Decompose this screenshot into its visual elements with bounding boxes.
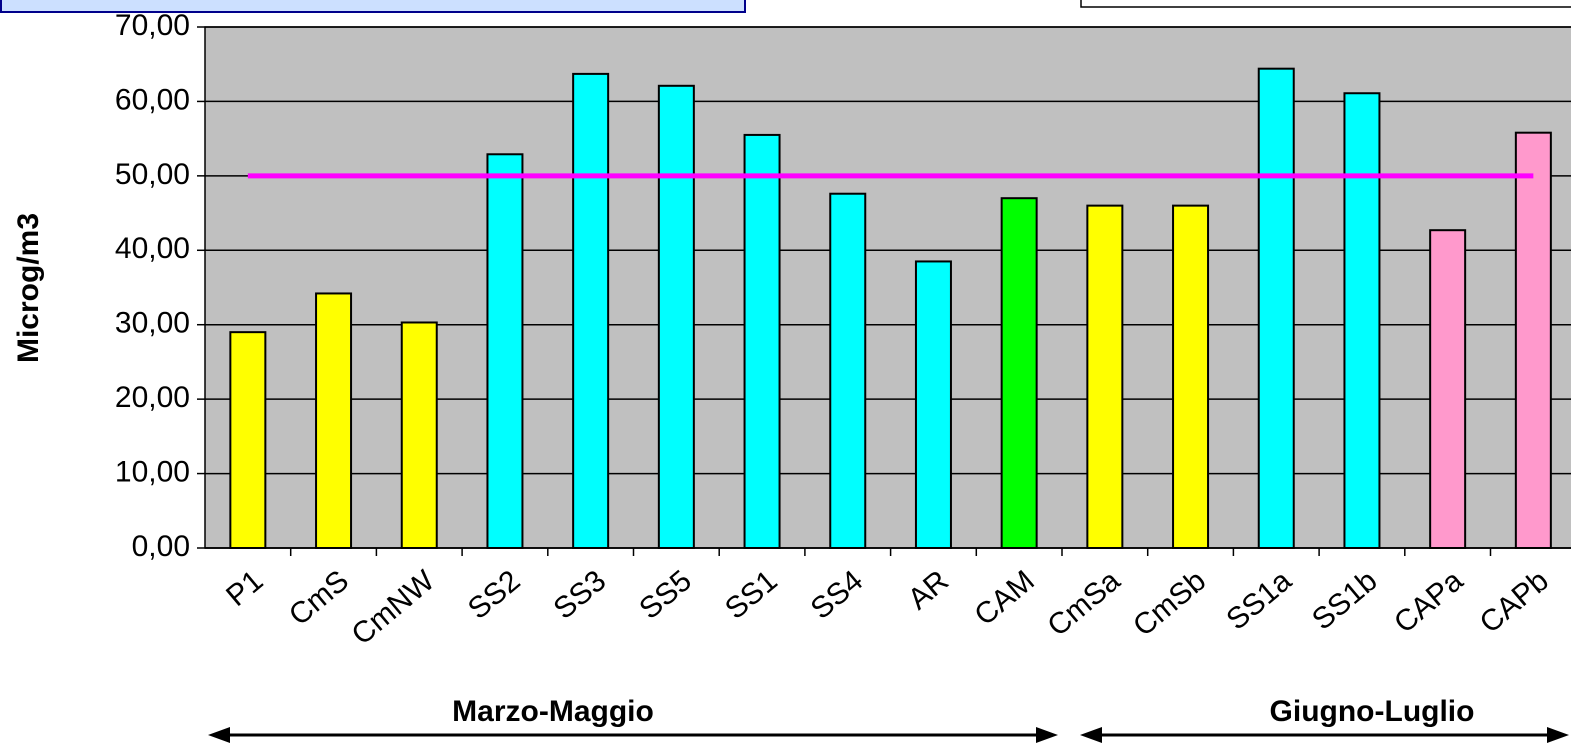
x-tick-label: CmSb xyxy=(1127,564,1212,643)
x-tick-label: SS3 xyxy=(548,564,613,626)
x-tick-label: CAPb xyxy=(1474,564,1555,640)
x-tick-label: SS1 xyxy=(719,564,784,626)
x-tick-label: CmNW xyxy=(346,564,442,652)
y-tick-label: 70,00 xyxy=(115,9,190,42)
y-tick-label: 20,00 xyxy=(115,381,190,414)
bar xyxy=(1086,204,1124,549)
x-tick-label: SS1b xyxy=(1306,564,1383,636)
x-tick-label: CmS xyxy=(283,564,355,632)
x-tick-label: CAM xyxy=(968,564,1040,632)
y-axis-title: Microg/m3 xyxy=(12,213,45,363)
bar xyxy=(1000,197,1038,550)
x-tick-label: SS5 xyxy=(633,564,698,626)
y-tick-label: 60,00 xyxy=(115,83,190,116)
bar xyxy=(1172,204,1210,549)
x-tick-label: CmSa xyxy=(1041,564,1126,643)
bar xyxy=(400,321,438,549)
bar xyxy=(1257,67,1295,550)
bar xyxy=(1429,229,1467,549)
y-tick-label: 30,00 xyxy=(115,307,190,340)
header-box xyxy=(0,0,746,13)
bar xyxy=(743,133,781,550)
arrow-head xyxy=(1080,727,1102,743)
bar xyxy=(486,153,524,549)
bar xyxy=(315,292,353,549)
group-label: Giugno-Luglio xyxy=(1270,695,1475,728)
y-tick-label: 40,00 xyxy=(115,232,190,265)
header-box xyxy=(1080,0,1571,8)
x-tick-label: AR xyxy=(902,564,955,616)
y-tick-label: 0,00 xyxy=(132,530,190,563)
y-tick-label: 10,00 xyxy=(115,455,190,488)
bar xyxy=(829,192,867,549)
bar xyxy=(229,331,267,549)
x-tick-label: SS1a xyxy=(1220,564,1298,637)
y-tick-label: 50,00 xyxy=(115,158,190,191)
group-label: Marzo-Maggio xyxy=(452,695,654,728)
x-tick-label: P1 xyxy=(220,564,269,613)
bar xyxy=(1343,92,1381,550)
bar xyxy=(1514,131,1552,549)
arrow-head xyxy=(1036,727,1058,743)
arrow-head xyxy=(208,727,230,743)
bar xyxy=(657,84,695,549)
bar xyxy=(572,72,610,549)
arrow-head xyxy=(1547,727,1569,743)
x-tick-label: SS4 xyxy=(805,564,870,626)
bar xyxy=(914,260,952,549)
x-tick-label: SS2 xyxy=(462,564,527,626)
x-tick-label: CAPa xyxy=(1388,564,1469,640)
